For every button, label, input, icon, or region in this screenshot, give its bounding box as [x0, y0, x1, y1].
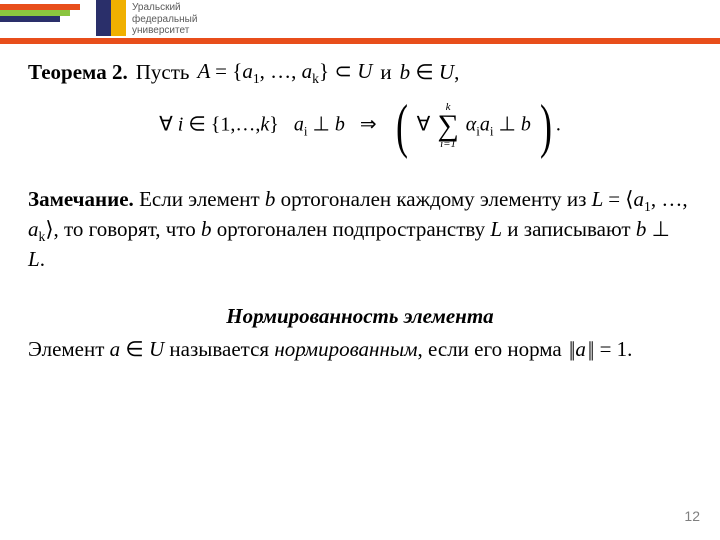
theorem-label: Теорема 2.: [28, 59, 128, 86]
sum-lower: i=1: [437, 139, 458, 150]
university-line2: федеральный: [132, 14, 197, 26]
remark-L2: L: [28, 247, 40, 271]
normalized-definition: Элемент a ∈ U называется нормированным, …: [28, 336, 692, 363]
remark-part5: и записывают: [502, 217, 636, 241]
theorem-formula: ∀ i ∈ {1,…,k} ai ⊥ b ⇒ ( ∀ k ∑ i=1 αiai …: [28, 96, 692, 156]
remark-block: Замечание. Если элемент b ортогонален ка…: [28, 186, 692, 273]
page-number: 12: [684, 508, 700, 524]
def-text1: Элемент: [28, 337, 110, 361]
university-logo: Уральский федеральный университет: [96, 0, 197, 37]
def-a-in-u: a ∈ U: [110, 337, 164, 361]
remark-L: L: [490, 217, 502, 241]
remark-part2: ортогонален каждому элементу из: [275, 187, 591, 211]
section-title: Нормированность элемента: [28, 303, 692, 330]
brand-bar-3: [0, 16, 60, 22]
university-line1: Уральский: [132, 2, 197, 14]
remark-b2: b: [201, 217, 212, 241]
remark-part3: то говорят, что: [64, 217, 201, 241]
def-text3: , если его норма: [418, 337, 567, 361]
remark-b3: b: [636, 217, 647, 241]
slide-header: Уральский федеральный университет: [0, 0, 720, 38]
def-norm-expr: ||a|| = 1.: [567, 337, 632, 361]
university-line3: университет: [132, 25, 197, 37]
def-normalized: нормированным: [274, 337, 417, 361]
def-text2: называется: [164, 337, 274, 361]
theorem-and: и: [380, 59, 391, 86]
slide-content: Теорема 2. Пусть A = {a1, …, ak} ⊂ U и b…: [28, 58, 692, 364]
header-rule: [0, 38, 720, 44]
remark-period: .: [40, 247, 45, 271]
remark-label: Замечание.: [28, 187, 134, 211]
theorem-let: Пусть: [136, 59, 190, 86]
theorem-line: Теорема 2. Пусть A = {a1, …, ak} ⊂ U и b…: [28, 58, 692, 88]
university-name: Уральский федеральный университет: [132, 2, 197, 37]
logo-icon: [96, 0, 126, 36]
remark-part1: Если элемент: [139, 187, 265, 211]
theorem-b-in-u: b ∈ U,: [400, 59, 460, 86]
theorem-set-expr: A = {a1, …, ak} ⊂ U: [197, 58, 372, 88]
remark-part4: ортогонален подпространству: [212, 217, 491, 241]
remark-b1: b: [265, 187, 276, 211]
